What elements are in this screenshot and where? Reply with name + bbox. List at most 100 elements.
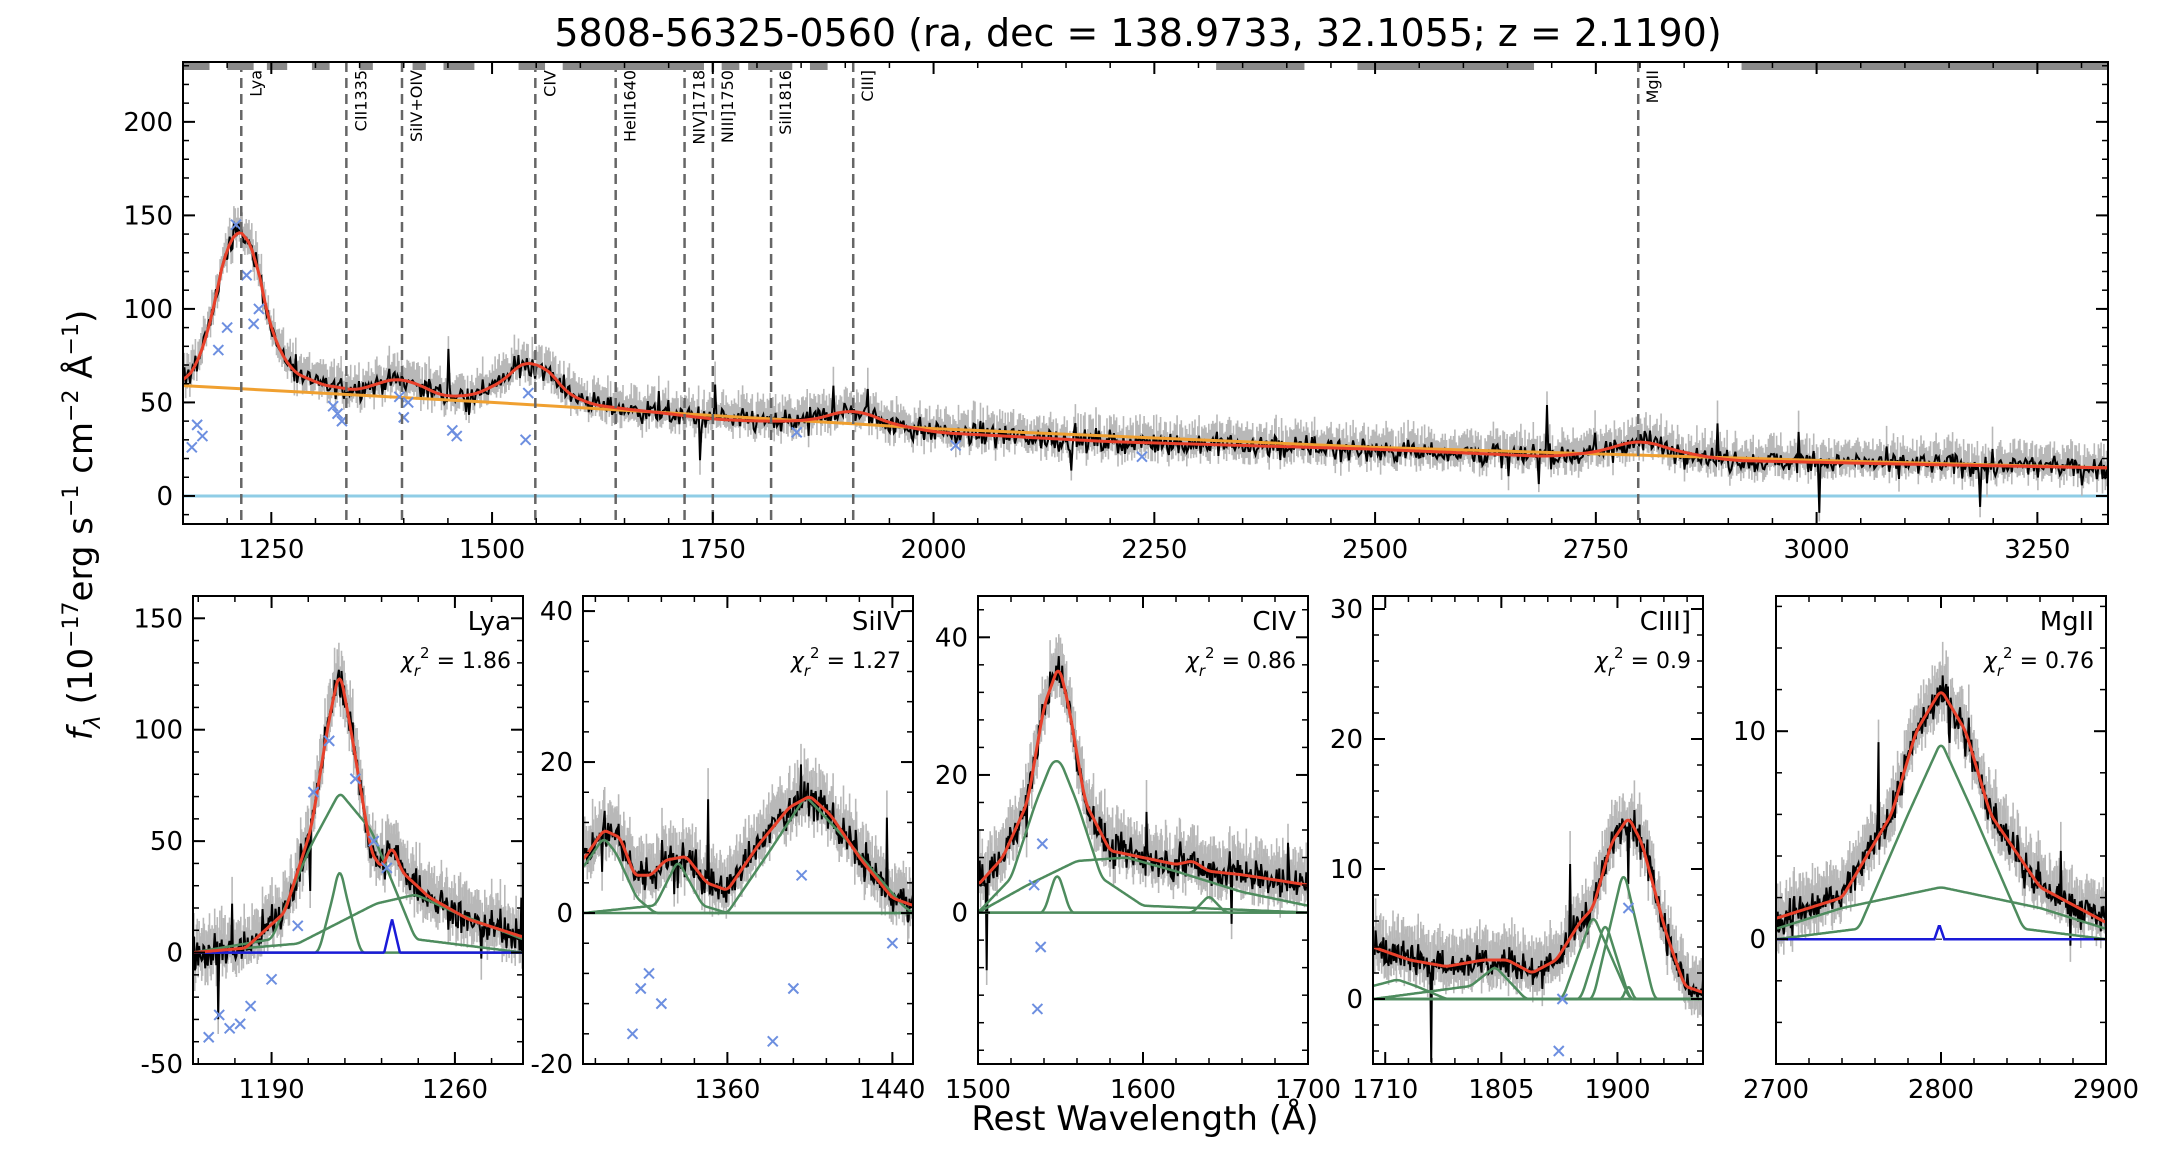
mask-bar xyxy=(1357,61,1535,70)
masked-point xyxy=(519,434,532,446)
panel-label-mgii: MgII xyxy=(2040,607,2094,637)
x-tick-label: 1360 xyxy=(694,1075,760,1105)
y-tick-label: 10 xyxy=(1330,855,1363,885)
panels-group: Lya CII1335 SiIV+OIV CIV HeII1640 NIV]1718 NII… xyxy=(123,61,2139,1105)
masked-point xyxy=(265,973,278,986)
model-line xyxy=(193,677,523,954)
masked-point xyxy=(795,869,808,881)
masked-point xyxy=(223,1022,236,1035)
masked-point xyxy=(327,400,339,412)
masked-point xyxy=(230,219,242,231)
masked-point xyxy=(253,303,265,315)
panel-label-ciii: CIII] xyxy=(1640,607,1691,637)
y-axis-label: fλ (10−17erg s−1 cm−2 Å−1) xyxy=(59,310,106,740)
mask-bar xyxy=(227,61,254,70)
mask-bar xyxy=(721,61,740,70)
masked-point xyxy=(1028,879,1040,891)
panel-ciii: 1710 1805 1900 0 10 20 30 CIII] χr2 = 0.9 xyxy=(1330,595,1704,1105)
x-axis-label: Rest Wavelength (Å) xyxy=(971,1098,1318,1139)
line-marker-label: NIII]1750 xyxy=(718,70,737,143)
x-tick-label: 1260 xyxy=(422,1075,488,1105)
error-bars xyxy=(1373,780,1703,1064)
chi2-label-siiv: χr2 = 1.27 xyxy=(790,644,901,680)
mask-bar xyxy=(412,61,426,70)
plot-area-full xyxy=(183,62,2108,524)
y-tick-label: 100 xyxy=(133,716,183,746)
x-tick-label: 1190 xyxy=(238,1075,304,1105)
masked-point xyxy=(1036,838,1049,850)
panel-siiv: 1360 1440 -20 0 20 40 SiIV χr2 = 1.27 xyxy=(531,595,925,1105)
y-tick-label: 40 xyxy=(935,623,968,653)
x-tick-label: 1440 xyxy=(859,1075,925,1105)
mask-bar xyxy=(748,61,793,70)
masked-point xyxy=(1034,941,1047,953)
y-tick-label: 50 xyxy=(150,827,183,857)
mask-bar xyxy=(1741,61,2108,70)
spectrum-line xyxy=(1776,675,2106,946)
line-marker-label: Lya xyxy=(246,70,265,97)
masked-point xyxy=(398,411,410,424)
x-tick-label: 2900 xyxy=(2073,1075,2139,1105)
line-marker-label: NIV]1718 xyxy=(690,70,709,145)
masked-point xyxy=(307,786,320,798)
y-tick-label: 20 xyxy=(935,761,968,791)
y-tick-label: 20 xyxy=(540,748,573,778)
masked-point xyxy=(244,1000,257,1012)
masked-point xyxy=(402,396,414,409)
x-tick-label: 2500 xyxy=(1342,535,1408,565)
line-marker-label: HeII1640 xyxy=(621,70,640,142)
masked-point xyxy=(247,318,260,330)
y-tick-label: 0 xyxy=(1346,985,1363,1015)
y-tick-label: 0 xyxy=(556,899,573,929)
model-line xyxy=(583,795,913,907)
masked-point xyxy=(221,321,233,334)
line-marker-label: SiIV+OIV xyxy=(407,70,426,142)
panel-frame xyxy=(582,595,914,1065)
x-tick-label: 2000 xyxy=(900,535,966,565)
y-tick-label: 20 xyxy=(1330,725,1363,755)
masked-point xyxy=(323,735,335,747)
plot-area-ciii xyxy=(1373,780,1703,1064)
masked-point xyxy=(1622,902,1635,914)
mask-bar xyxy=(443,61,475,70)
mask-bar xyxy=(809,61,828,70)
masked-point xyxy=(292,920,304,932)
panel-frame xyxy=(1372,595,1704,1065)
figure-title: 5808-56325-0560 (ra, dec = 138.9733, 32.… xyxy=(554,11,1721,55)
line-marker-label: SiII1816 xyxy=(776,70,795,135)
x-tick-label: 1710 xyxy=(1352,1075,1418,1105)
y-tick-label: 50 xyxy=(140,388,173,418)
x-tick-label: 2750 xyxy=(1563,535,1629,565)
masked-point xyxy=(886,937,899,949)
spectrum-line xyxy=(193,669,523,1020)
masked-point xyxy=(643,967,655,980)
y-tick-label: -50 xyxy=(141,1050,183,1080)
model-line xyxy=(1776,691,2106,924)
masked-point xyxy=(767,1035,779,1048)
masked-point xyxy=(1553,1045,1565,1057)
panel-frame xyxy=(182,61,2109,525)
gaussian-component-3 xyxy=(978,896,1308,914)
x-tick-label: 1700 xyxy=(1275,1075,1341,1105)
model-line xyxy=(978,669,1308,887)
error-bars xyxy=(193,642,523,1034)
line-marker-label: MgII xyxy=(1643,70,1662,103)
chi2-label-ciii: χr2 = 0.9 xyxy=(1594,644,1691,680)
plot-area-lya xyxy=(193,642,523,1043)
masked-point xyxy=(626,1028,639,1040)
x-tick-label: 1900 xyxy=(1584,1075,1650,1105)
y-tick-label: 0 xyxy=(156,482,173,512)
masked-point xyxy=(381,862,393,874)
masked-point xyxy=(1136,450,1148,463)
narrow-component xyxy=(193,919,523,954)
panel-label-civ: CIV xyxy=(1252,607,1296,637)
continuum-line xyxy=(183,384,2108,470)
mask-bar xyxy=(183,61,210,70)
gaussian-component-1 xyxy=(1776,886,2106,930)
masked-point xyxy=(191,419,203,431)
masked-point xyxy=(655,997,668,1010)
masked-point xyxy=(1031,1003,1044,1015)
masked-point xyxy=(203,1031,215,1043)
line-marker-label: CIII] xyxy=(858,70,877,102)
panel-frame xyxy=(192,595,524,1065)
